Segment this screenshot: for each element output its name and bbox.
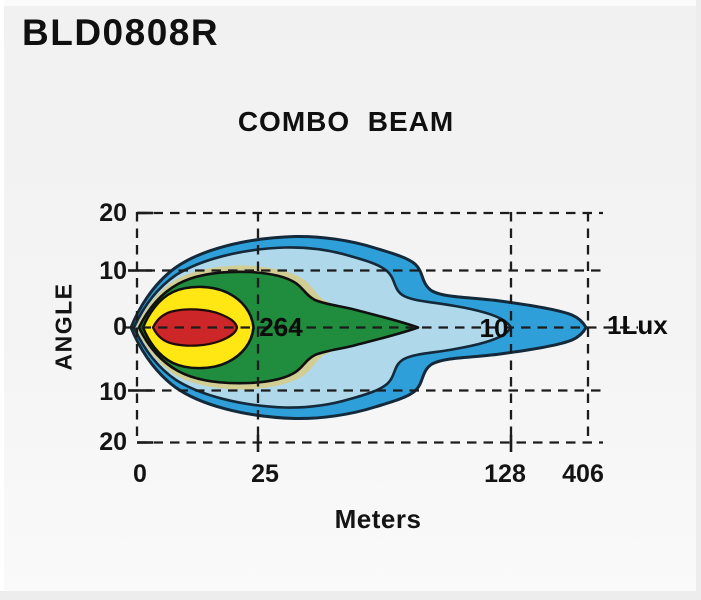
axis-ticks: [128, 211, 513, 452]
xtick-label-128: 128: [484, 460, 526, 488]
ytick-label-10-bottom: 10: [99, 378, 127, 406]
page-edge-bottom: [0, 591, 701, 600]
ytick-label-20-top: 20: [99, 199, 127, 227]
annotation-264lux: 264: [259, 312, 303, 342]
ytick-label-0: 0: [113, 313, 127, 341]
ytick-label-20-bottom: 20: [99, 428, 127, 456]
product-title: BLD0808R: [22, 12, 220, 53]
xtick-label-0: 0: [133, 460, 147, 488]
x-axis-title: Meters: [334, 504, 422, 534]
ytick-label-10-top: 10: [99, 257, 127, 285]
page-edge-left: [0, 0, 4, 600]
xtick-label-25: 25: [251, 460, 279, 488]
xtick-label-406: 406: [562, 460, 604, 488]
chart-title: COMBO BEAM: [237, 106, 455, 137]
page-edge-top: [0, 0, 701, 6]
gridlines: [125, 211, 638, 444]
annotation-1lux: 1Lux: [607, 310, 668, 340]
annotation-10lux: 10: [479, 313, 509, 343]
y-axis-title: ANGLE: [50, 282, 77, 371]
page-edge-right: [696, 0, 701, 600]
